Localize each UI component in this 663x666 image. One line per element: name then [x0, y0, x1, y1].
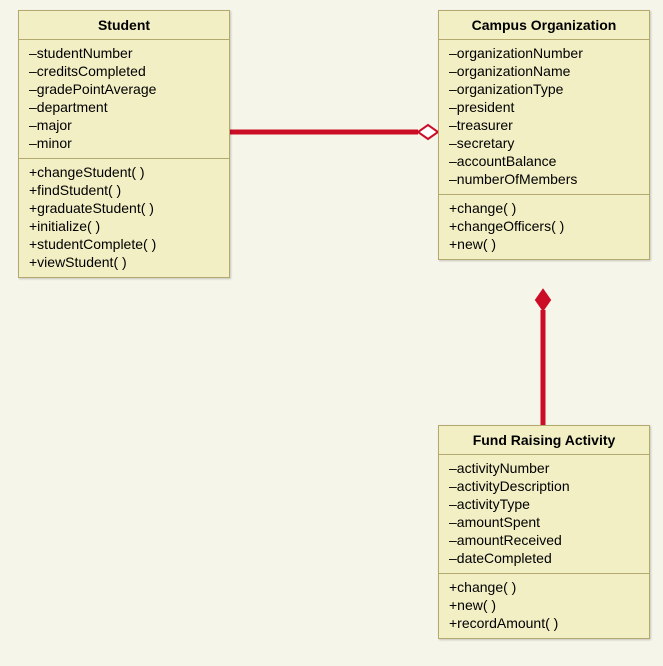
fund-attribute: –activityType	[449, 495, 639, 513]
student-attribute: –minor	[29, 134, 219, 152]
org-attribute: –accountBalance	[449, 152, 639, 170]
student-operation: +studentComplete( )	[29, 235, 219, 253]
fund-attribute: –activityNumber	[449, 459, 639, 477]
student-operation: +findStudent( )	[29, 181, 219, 199]
fund-attribute: –amountSpent	[449, 513, 639, 531]
class-student-title: Student	[19, 11, 229, 40]
class-fund-raising-title: Fund Raising Activity	[439, 426, 649, 455]
student-operation: +graduateStudent( )	[29, 199, 219, 217]
class-campus-org: Campus Organization –organizationNumber–…	[438, 10, 650, 260]
student-attribute: –gradePointAverage	[29, 80, 219, 98]
conn-org-fund-diamond	[536, 290, 550, 310]
fund-operation: +change( )	[449, 578, 639, 596]
diagram-canvas: Student –studentNumber–creditsCompleted–…	[0, 0, 663, 666]
org-attribute: –organizationName	[449, 62, 639, 80]
class-campus-org-title: Campus Organization	[439, 11, 649, 40]
class-campus-org-ops: +change( )+changeOfficers( )+new( )	[439, 195, 649, 259]
fund-attribute: –activityDescription	[449, 477, 639, 495]
fund-operation: +recordAmount( )	[449, 614, 639, 632]
student-attribute: –creditsCompleted	[29, 62, 219, 80]
class-fund-raising-attrs: –activityNumber–activityDescription–acti…	[439, 455, 649, 574]
class-student-attrs: –studentNumber–creditsCompleted–gradePoi…	[19, 40, 229, 159]
org-attribute: –treasurer	[449, 116, 639, 134]
class-campus-org-attrs: –organizationNumber–organizationName–org…	[439, 40, 649, 195]
org-operation: +changeOfficers( )	[449, 217, 639, 235]
student-attribute: –major	[29, 116, 219, 134]
org-operation: +change( )	[449, 199, 639, 217]
org-attribute: –president	[449, 98, 639, 116]
fund-operation: +new( )	[449, 596, 639, 614]
org-operation: +new( )	[449, 235, 639, 253]
conn-student-org-diamond	[418, 125, 438, 139]
class-fund-raising-ops: +change( )+new( )+recordAmount( )	[439, 574, 649, 638]
student-operation: +changeStudent( )	[29, 163, 219, 181]
org-attribute: –secretary	[449, 134, 639, 152]
student-attribute: –studentNumber	[29, 44, 219, 62]
student-attribute: –department	[29, 98, 219, 116]
student-operation: +viewStudent( )	[29, 253, 219, 271]
fund-attribute: –amountReceived	[449, 531, 639, 549]
class-student: Student –studentNumber–creditsCompleted–…	[18, 10, 230, 278]
fund-attribute: –dateCompleted	[449, 549, 639, 567]
org-attribute: –organizationNumber	[449, 44, 639, 62]
student-operation: +initialize( )	[29, 217, 219, 235]
class-fund-raising: Fund Raising Activity –activityNumber–ac…	[438, 425, 650, 639]
org-attribute: –numberOfMembers	[449, 170, 639, 188]
org-attribute: –organizationType	[449, 80, 639, 98]
class-student-ops: +changeStudent( )+findStudent( )+graduat…	[19, 159, 229, 277]
